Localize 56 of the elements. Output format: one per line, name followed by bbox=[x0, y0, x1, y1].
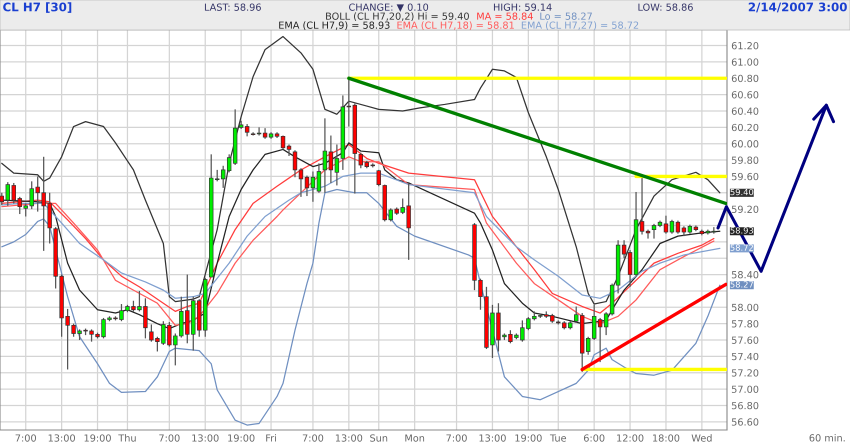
text: EMA (CL H7,9) = 58.93 bbox=[279, 21, 390, 30]
y-tick-label: 60.80 bbox=[732, 74, 758, 82]
x-tick-label: 7:00 bbox=[302, 434, 324, 442]
chart-title: CL H7 [30] bbox=[3, 2, 72, 13]
x-tick-label: 19:00 bbox=[515, 434, 542, 442]
y-tick-label: 59.20 bbox=[732, 206, 758, 213]
x-tick-label: Fri bbox=[266, 434, 276, 442]
y-tick-label: 57.20 bbox=[732, 369, 758, 377]
y-tick-label: 56.80 bbox=[732, 402, 758, 410]
text: CHANGE: ▼ 0.10 bbox=[349, 3, 428, 12]
text: MA = 58.84 bbox=[477, 12, 533, 20]
x-tick-label: 7:00 bbox=[446, 434, 467, 442]
data-label: 58.72 bbox=[730, 244, 753, 251]
text: 2/14/2007 3:00 bbox=[748, 2, 847, 12]
x-tick-label: 19:00 bbox=[84, 434, 111, 442]
x-tick-label: 6:00 bbox=[584, 434, 604, 442]
x-tick-label: Wed bbox=[692, 434, 712, 442]
text: LAST: 58.96 bbox=[204, 3, 261, 11]
x-tick-label: Thu bbox=[118, 434, 136, 442]
y-tick-label: 60.20 bbox=[732, 124, 758, 132]
x-tick-label: 13:00 bbox=[336, 434, 362, 442]
x-tick-label: 13:00 bbox=[48, 434, 75, 442]
x-tick-label: Tue bbox=[550, 434, 566, 442]
x-tick-label: 13:00 bbox=[192, 434, 219, 442]
x-tick-label: Sun bbox=[370, 434, 388, 442]
x-tick-label: 18:00 bbox=[653, 434, 680, 442]
y-tick-label: 58.40 bbox=[732, 271, 758, 278]
x-tick-label: 7:00 bbox=[16, 434, 36, 442]
y-tick-label: 61.20 bbox=[732, 42, 758, 50]
y-tick-label: 57.40 bbox=[732, 352, 758, 360]
y-tick-label: 61.00 bbox=[732, 58, 758, 66]
y-tick-label: 59.60 bbox=[732, 172, 758, 180]
text: BOLL (CL H7,20,2) Hi = 59.40 bbox=[326, 12, 469, 21]
y-tick-label: 57.60 bbox=[732, 336, 758, 344]
y-tick-label: 57.00 bbox=[732, 386, 758, 393]
y-tick-label: 58.00 bbox=[732, 304, 758, 312]
text: EMA (CL H7,27) = 58.72 bbox=[522, 21, 638, 30]
text: Lo = 58.27 bbox=[540, 12, 592, 20]
y-tick-label: 60.40 bbox=[732, 107, 758, 115]
x-tick-label: 19:00 bbox=[228, 434, 254, 442]
text: HIGH: 59.14 bbox=[494, 3, 552, 11]
x-tick-label: 13:00 bbox=[480, 434, 506, 442]
data-label: 58.93 bbox=[730, 227, 754, 234]
y-tick-label: 60.60 bbox=[732, 91, 758, 98]
y-tick-label: 59.80 bbox=[732, 156, 758, 164]
data-label: 59.40 bbox=[730, 188, 754, 196]
y-tick-label: 60.00 bbox=[732, 140, 758, 148]
y-tick-label: 56.60 bbox=[732, 418, 758, 426]
y-tick-label: 57.80 bbox=[732, 320, 758, 328]
x-tick-label: Mon bbox=[405, 434, 424, 442]
text: 60 min. bbox=[810, 434, 845, 442]
text: EMA (CL H7,18) = 58.81 bbox=[397, 21, 514, 30]
data-label: 58.27 bbox=[730, 281, 754, 288]
x-tick-label: 7:00 bbox=[159, 434, 180, 442]
x-tick-label: 12:00 bbox=[617, 434, 644, 442]
text: LOW: 58.86 bbox=[638, 3, 693, 11]
